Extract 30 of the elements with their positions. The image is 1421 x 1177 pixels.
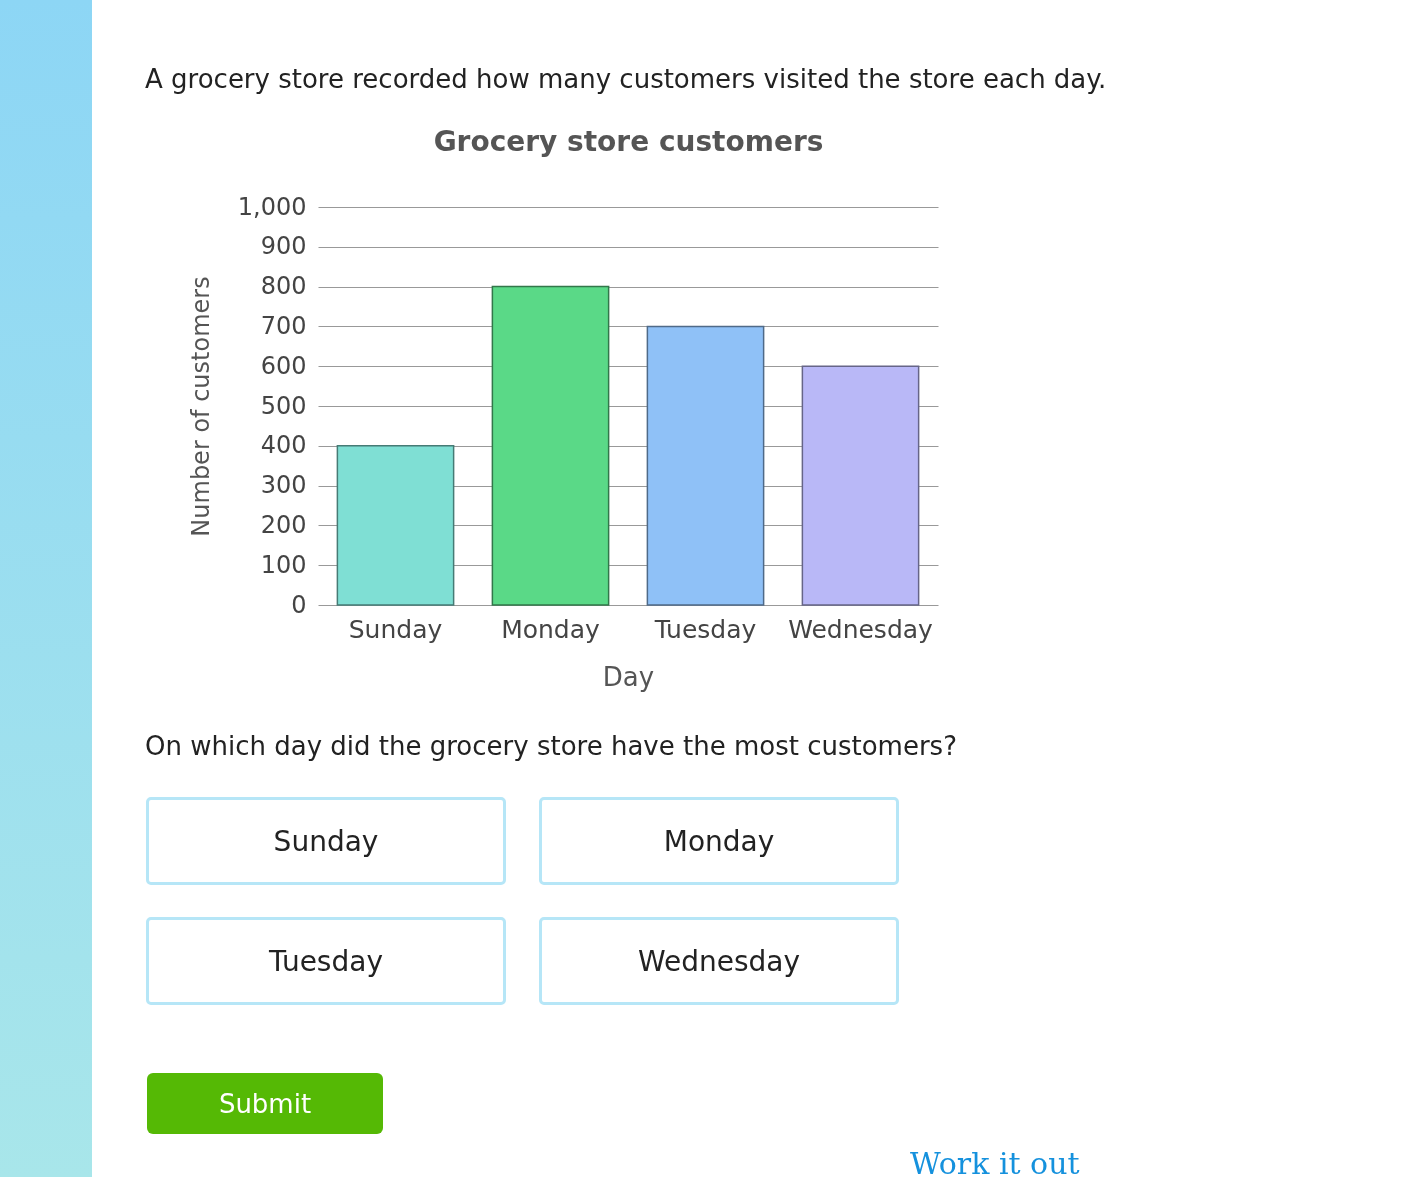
text: Submit	[147, 1073, 383, 1134]
y-tick-label: 200	[260, 510, 307, 539]
y-tick-label: 400	[260, 431, 307, 460]
bar	[491, 285, 610, 606]
y-tick-label: 100	[260, 550, 307, 579]
y-tick-label: 600	[260, 351, 307, 380]
x-tick-label: Tuesday	[653, 614, 757, 644]
text: Sunday	[146, 797, 506, 885]
y-axis-title: Number of customers	[186, 276, 215, 537]
y-tick-label: 900	[260, 232, 307, 261]
text: Work it out	[910, 1146, 1080, 1177]
y-tick-label: 1,000	[237, 192, 307, 221]
bar	[801, 365, 920, 606]
y-tick-label: 800	[260, 272, 307, 301]
bar	[336, 445, 455, 606]
y-tick-label: 700	[260, 311, 307, 340]
bar	[646, 325, 765, 606]
text: Monday	[539, 797, 899, 885]
text: Wednesday	[539, 917, 899, 1005]
y-tick-label: 500	[260, 391, 307, 420]
x-tick-label: Monday	[501, 614, 601, 644]
text: Tuesday	[146, 917, 506, 1005]
text: A grocery store recorded how many customers visited the store each day.	[145, 64, 1107, 94]
text: On which day did the grocery store have the most customers?	[145, 731, 957, 761]
x-axis-title: Day	[602, 661, 655, 692]
y-tick-label: 300	[260, 471, 307, 500]
chart-title: Grocery store customers	[433, 125, 824, 158]
x-tick-label: Wednesday	[788, 614, 934, 644]
y-tick-label: 0	[291, 590, 307, 619]
x-tick-label: Sunday	[348, 614, 443, 644]
